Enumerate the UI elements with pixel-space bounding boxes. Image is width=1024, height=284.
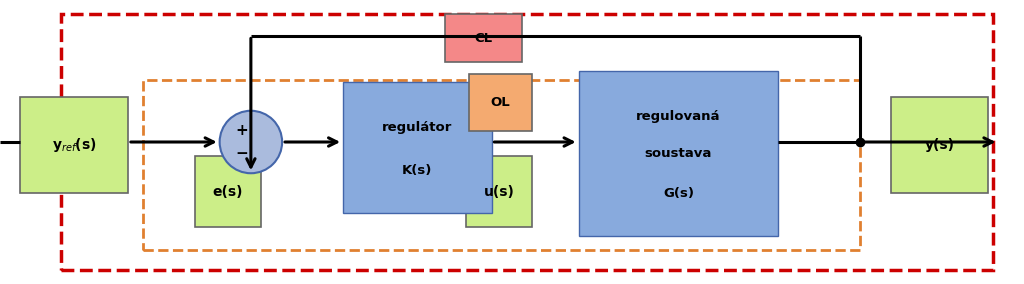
Text: +: + bbox=[236, 123, 248, 138]
FancyBboxPatch shape bbox=[20, 97, 128, 193]
FancyBboxPatch shape bbox=[195, 156, 261, 227]
Text: y(s): y(s) bbox=[925, 138, 954, 152]
Text: e(s): e(s) bbox=[213, 185, 243, 199]
Ellipse shape bbox=[219, 111, 283, 173]
FancyBboxPatch shape bbox=[466, 156, 532, 227]
Text: CL: CL bbox=[475, 32, 493, 45]
FancyBboxPatch shape bbox=[469, 74, 532, 131]
Text: regulátor: regulátor bbox=[382, 121, 453, 134]
Text: u(s): u(s) bbox=[483, 185, 515, 199]
FancyBboxPatch shape bbox=[579, 71, 778, 236]
FancyBboxPatch shape bbox=[343, 82, 492, 213]
FancyBboxPatch shape bbox=[445, 14, 522, 62]
FancyBboxPatch shape bbox=[891, 97, 988, 193]
Text: −: − bbox=[236, 146, 248, 161]
Text: regulovaná: regulovaná bbox=[636, 110, 721, 123]
Text: y$_{ref}$(s): y$_{ref}$(s) bbox=[52, 136, 96, 154]
Text: soustava: soustava bbox=[645, 147, 712, 160]
Text: G(s): G(s) bbox=[663, 187, 694, 200]
Text: OL: OL bbox=[490, 96, 511, 109]
Text: K(s): K(s) bbox=[402, 164, 432, 177]
